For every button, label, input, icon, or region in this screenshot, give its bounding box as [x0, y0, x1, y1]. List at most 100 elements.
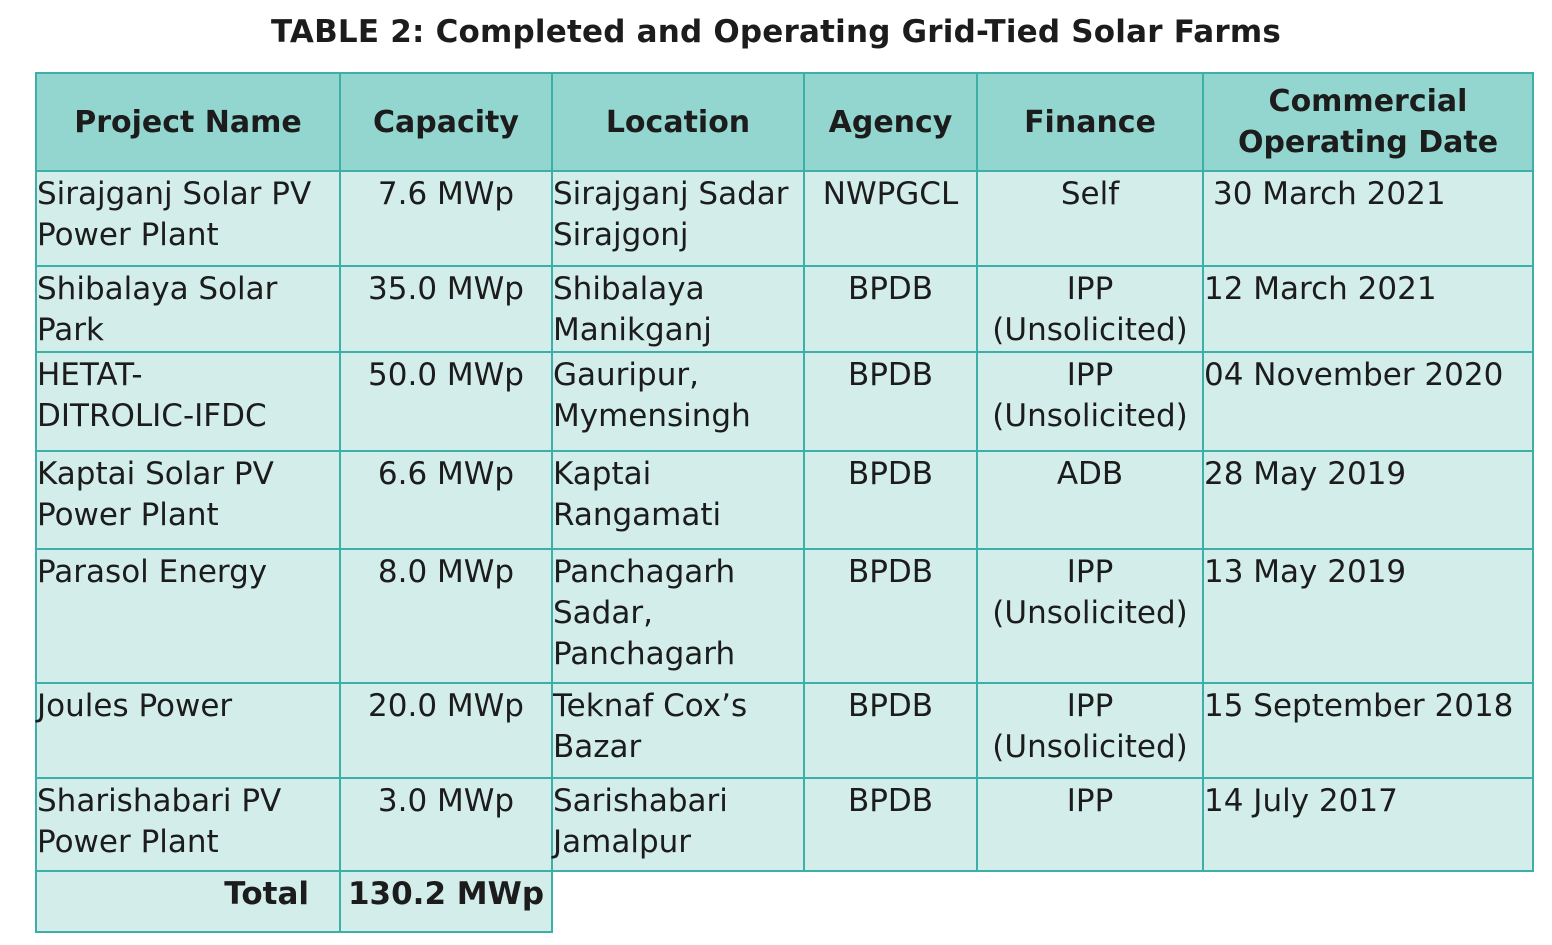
finance-line: IPP: [1066, 271, 1114, 307]
location-line: Panchagarh: [553, 554, 736, 590]
cell-agency: BPDB: [803, 777, 978, 872]
total-row: Total 130.2 MWp: [35, 870, 1533, 933]
table-row: HETAT- DITROLIC-IFDC 50.0 MWp Gauripur, My…: [35, 351, 1534, 452]
table-row: Kaptai Solar PV Power Plant 6.6 MWp Kapta…: [35, 450, 1534, 550]
header-capacity: Capacity: [339, 72, 553, 172]
location-line: Manikganj: [553, 312, 712, 348]
table-title: TABLE 2: Completed and Operating Grid-Ti…: [270, 14, 1282, 50]
cell-capacity: 6.6 MWp: [339, 450, 553, 550]
cell-agency: BPDB: [803, 548, 978, 684]
cell-location: Sarishabari Jamalpur: [551, 777, 805, 872]
cell-location: Teknaf Cox’s Bazar: [551, 682, 805, 779]
cell-location: Kaptai Rangamati: [551, 450, 805, 550]
cell-finance: IPP (Unsolicited): [976, 682, 1204, 779]
cell-capacity: 3.0 MWp: [339, 777, 553, 872]
header-location: Location: [551, 72, 805, 172]
total-capacity: 130.2 MWp: [339, 870, 553, 933]
name-line: HETAT-: [37, 357, 143, 393]
cell-location: Gauripur, Mymensingh: [551, 351, 805, 452]
cell-agency: BPDB: [803, 682, 978, 779]
finance-line: (Unsolicited): [992, 398, 1188, 434]
finance-line: (Unsolicited): [992, 312, 1188, 348]
location-line: Sarishabari: [553, 783, 728, 819]
solar-farms-table: Project Name Capacity Location Agency Fi…: [35, 72, 1534, 933]
total-row-blank: [552, 871, 1533, 932]
header-date-line1: Commercial: [1268, 84, 1468, 119]
table-row: Sharishabari PV Power Plant 3.0 MWp Saris…: [35, 777, 1534, 872]
cell-agency: NWPGCL: [803, 170, 978, 267]
name-line: Joules Power: [37, 688, 233, 724]
header-finance: Finance: [976, 72, 1204, 172]
cell-finance: Self: [976, 170, 1204, 267]
finance-line: IPP: [1066, 783, 1114, 819]
cell-operating-date: 15 September 2018: [1202, 682, 1534, 779]
location-line: Sirajganj Sadar: [553, 176, 789, 212]
cell-capacity: 50.0 MWp: [339, 351, 553, 452]
header-row: Project Name Capacity Location Agency Fi…: [35, 72, 1534, 172]
cell-location: Sirajganj Sadar Sirajgonj: [551, 170, 805, 267]
cell-agency: BPDB: [803, 450, 978, 550]
cell-agency: BPDB: [803, 265, 978, 353]
header-date-line2: Operating Date: [1237, 125, 1499, 160]
cell-operating-date: 30 March 2021: [1202, 170, 1534, 267]
cell-capacity: 35.0 MWp: [339, 265, 553, 353]
cell-project-name: HETAT- DITROLIC-IFDC: [35, 351, 341, 452]
finance-line: Self: [1060, 176, 1120, 212]
cell-capacity: 20.0 MWp: [339, 682, 553, 779]
name-line: Parasol Energy: [37, 554, 268, 590]
cell-capacity: 7.6 MWp: [339, 170, 553, 267]
location-line: Teknaf Cox’s: [553, 688, 748, 724]
location-line: Kaptai: [553, 456, 652, 492]
cell-project-name: Sirajganj Solar PV Power Plant: [35, 170, 341, 267]
cell-finance: ADB: [976, 450, 1204, 550]
name-line: Shibalaya Solar: [37, 271, 278, 307]
name-line: Power Plant: [37, 497, 219, 533]
table-row: Joules Power 20.0 MWp Teknaf Cox’s Bazar …: [35, 682, 1534, 779]
cell-capacity: 8.0 MWp: [339, 548, 553, 684]
cell-operating-date: 12 March 2021: [1202, 265, 1534, 353]
location-line: Gauripur,: [553, 357, 699, 393]
name-line: Sharishabari PV: [37, 783, 282, 819]
table-row: Sirajganj Solar PV Power Plant 7.6 MWp Si…: [35, 170, 1534, 267]
name-line: DITROLIC-IFDC: [37, 398, 267, 434]
finance-line: (Unsolicited): [992, 595, 1188, 631]
date-text: 30 March 2021: [1213, 176, 1446, 212]
header-agency: Agency: [803, 72, 978, 172]
header-operating-date: Commercial Operating Date: [1202, 72, 1534, 172]
name-line: Sirajganj Solar PV: [37, 176, 312, 212]
cell-location: Panchagarh Sadar, Panchagarh: [551, 548, 805, 684]
location-line: Mymensingh: [553, 398, 751, 434]
cell-project-name: Sharishabari PV Power Plant: [35, 777, 341, 872]
table-row: Parasol Energy 8.0 MWp Panchagarh Sadar, P…: [35, 548, 1534, 684]
location-line: Bazar: [553, 729, 642, 765]
cell-location: Shibalaya Manikganj: [551, 265, 805, 353]
cell-project-name: Parasol Energy: [35, 548, 341, 684]
table-row: Shibalaya Solar Park 35.0 MWp Shibalaya Ma…: [35, 265, 1534, 353]
finance-line: (Unsolicited): [992, 729, 1188, 765]
name-line: Park: [37, 312, 104, 348]
name-line: Power Plant: [37, 824, 219, 860]
location-line: Sirajgonj: [553, 217, 689, 253]
cell-operating-date: 13 May 2019: [1202, 548, 1534, 684]
name-line: Kaptai Solar PV: [37, 456, 274, 492]
cell-operating-date: 14 July 2017: [1202, 777, 1534, 872]
name-line: Power Plant: [37, 217, 219, 253]
cell-operating-date: 28 May 2019: [1202, 450, 1534, 550]
location-line: Shibalaya: [553, 271, 705, 307]
finance-line: IPP: [1066, 688, 1114, 724]
cell-project-name: Joules Power: [35, 682, 341, 779]
finance-line: IPP: [1066, 357, 1114, 393]
cell-finance: IPP: [976, 777, 1204, 872]
finance-line: IPP: [1066, 554, 1114, 590]
cell-project-name: Kaptai Solar PV Power Plant: [35, 450, 341, 550]
total-label: Total: [35, 870, 341, 933]
cell-project-name: Shibalaya Solar Park: [35, 265, 341, 353]
cell-finance: IPP (Unsolicited): [976, 548, 1204, 684]
finance-line: ADB: [1056, 456, 1124, 492]
cell-finance: IPP (Unsolicited): [976, 351, 1204, 452]
cell-finance: IPP (Unsolicited): [976, 265, 1204, 353]
cell-agency: BPDB: [803, 351, 978, 452]
cell-operating-date: 04 November 2020: [1202, 351, 1534, 452]
header-project-name: Project Name: [35, 72, 341, 172]
location-line: Jamalpur: [553, 824, 692, 860]
